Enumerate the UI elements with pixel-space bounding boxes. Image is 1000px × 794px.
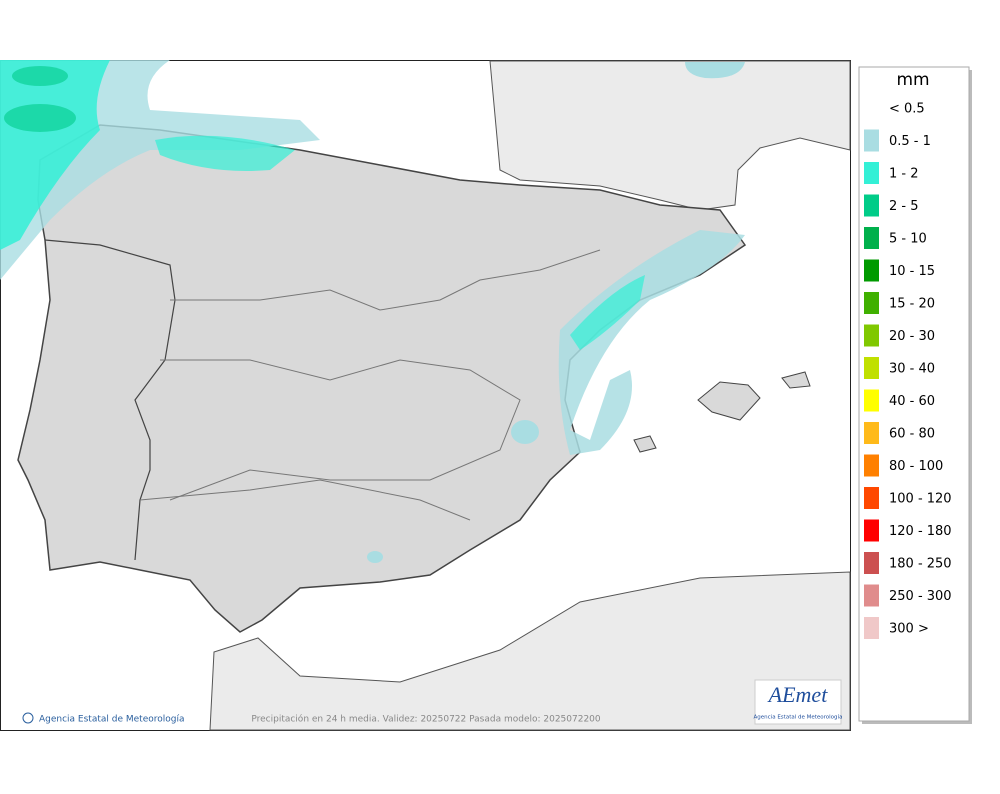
legend-label: 300 >	[889, 622, 929, 637]
footer-credit: Agencia Estatal de Meteorología	[39, 715, 185, 725]
legend-label: 60 - 80	[889, 427, 935, 442]
legend-label: 120 - 180	[889, 524, 952, 539]
legend-swatch	[864, 487, 879, 509]
legend-label: 2 - 5	[889, 199, 919, 214]
legend-swatch	[864, 292, 879, 314]
precip-medium	[570, 275, 645, 350]
legend-label: 5 - 10	[889, 232, 927, 247]
legend-label: 180 - 250	[889, 557, 952, 572]
precip-heavy	[4, 104, 76, 132]
legend-swatch	[864, 194, 879, 217]
legend-swatch	[864, 389, 879, 412]
legend-swatch	[864, 357, 879, 379]
border-portugal	[44, 239, 176, 561]
region-lines	[160, 359, 521, 501]
logo: AEmet	[767, 682, 829, 707]
legend-swatch	[864, 617, 879, 639]
copyright-icon	[22, 712, 34, 724]
africa	[209, 571, 851, 731]
legend-label: 1 - 2	[889, 167, 919, 182]
legend-label: 15 - 20	[889, 297, 935, 312]
legend-label: 0.5 - 1	[889, 134, 931, 149]
legend-label: 80 - 100	[889, 459, 943, 474]
legend-swatch	[864, 584, 879, 607]
region-lines	[139, 479, 471, 521]
precip-light	[685, 62, 745, 79]
legend-swatch	[864, 454, 879, 477]
legend-label: 100 - 120	[889, 492, 952, 507]
ibiza	[633, 435, 657, 453]
legend-label: 20 - 30	[889, 329, 935, 344]
mallorca	[697, 381, 761, 421]
precip-light	[511, 420, 539, 444]
iberia	[17, 124, 747, 633]
precip-light	[367, 551, 383, 563]
footer-validity: Precipitación en 24 h media. Validez: 20…	[251, 714, 601, 725]
legend-swatch	[864, 129, 879, 152]
menorca	[781, 371, 811, 389]
legend-unit: mm	[896, 70, 929, 90]
legend-swatch	[864, 422, 879, 444]
legend-label: 30 - 40	[889, 362, 935, 377]
region-lines	[170, 249, 601, 311]
legend-swatch	[864, 259, 879, 282]
map: Agencia Estatal de Meteorología Precipit…	[0, 60, 851, 731]
france	[489, 60, 851, 211]
legend-swatch	[864, 324, 879, 347]
legend-swatch	[864, 552, 879, 574]
precip-light	[558, 230, 745, 455]
legend-label: < 0.5	[889, 102, 925, 117]
precip-heavy	[12, 66, 68, 86]
legend-label: 250 - 300	[889, 589, 952, 604]
logo-box	[754, 679, 842, 725]
legend-swatch	[864, 227, 879, 249]
legend-swatch	[864, 97, 879, 119]
legend-swatch	[864, 519, 879, 542]
legend-label: 40 - 60	[889, 394, 935, 409]
precip-medium	[155, 135, 295, 171]
legend-label: 10 - 15	[889, 264, 935, 279]
logo-subtitle: Agencia Estatal de Meteorología	[754, 714, 843, 721]
legend: mm < 0.5 0.5 - 1 1 - 2 2 - 5 5 - 10 10 - 15 15…	[858, 66, 972, 724]
legend-swatch	[864, 162, 879, 184]
